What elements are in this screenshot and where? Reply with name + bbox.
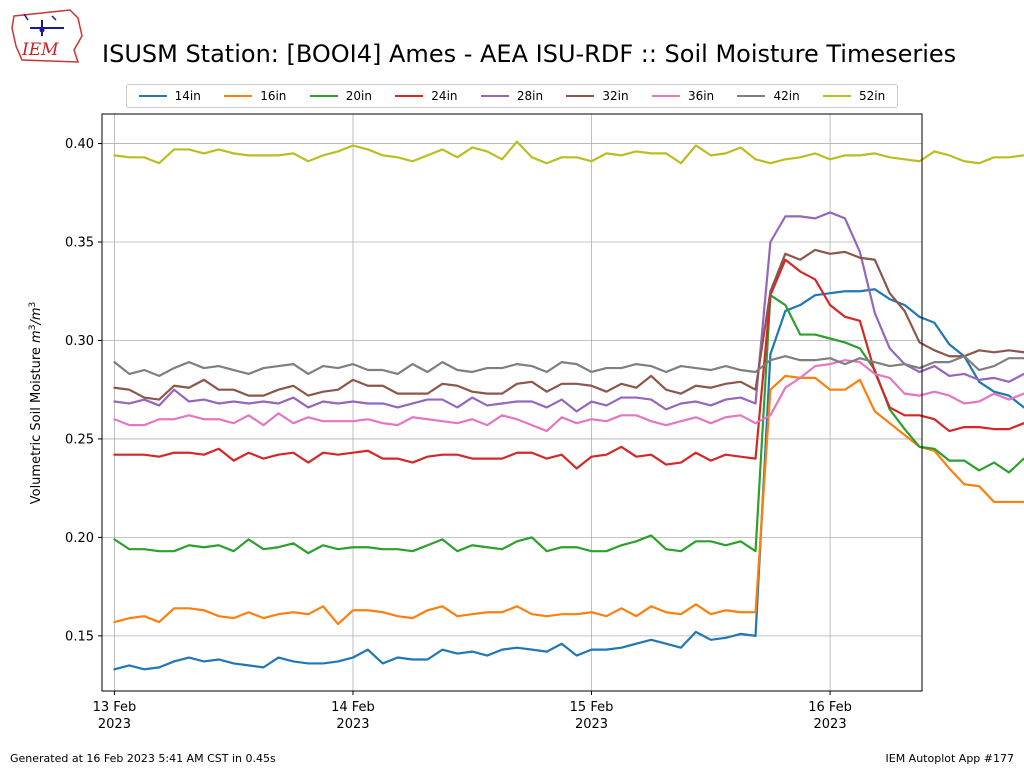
y-axis-label-sep: /	[29, 320, 45, 325]
series-line-20in	[113, 294, 1024, 555]
legend-swatch	[138, 95, 167, 97]
series-line-28in	[113, 211, 1024, 413]
legend-swatch	[480, 95, 509, 97]
legend-label: 36in	[687, 89, 715, 103]
legend-swatch	[651, 95, 680, 97]
x-tick-year-3: 2023	[814, 717, 847, 732]
x-tick-label-1: 14 Feb	[331, 700, 375, 715]
series-line-52in	[113, 140, 1024, 165]
series-line-14in	[113, 288, 1024, 671]
legend-item-14in: 14in	[138, 89, 201, 103]
legend-item-16in: 16in	[224, 89, 286, 103]
y-axis-label-unit: m	[29, 330, 45, 343]
legend-item-20in: 20in	[309, 89, 372, 103]
x-tick-label-0: 13 Feb	[93, 700, 137, 715]
y-tick-label-5: 0.40	[65, 137, 94, 152]
y-axis-label-unit2: m	[29, 307, 45, 321]
plot-frame	[101, 113, 923, 692]
legend: 14in 16in 20in 24in 28in 32in 36in 42in 52in	[126, 84, 898, 108]
legend-item-52in: 52in	[823, 89, 885, 103]
legend-label: 14in	[174, 89, 201, 103]
series-line-24in	[113, 258, 1024, 470]
legend-swatch	[395, 95, 424, 97]
legend-swatch	[823, 95, 852, 97]
iem-logo-text: IEM	[21, 40, 59, 60]
series-line-32in	[113, 248, 1024, 401]
legend-label: 32in	[602, 89, 629, 103]
legend-label: 24in	[431, 89, 458, 103]
y-tick-label-0: 0.15	[65, 629, 94, 644]
iem-logo: IEM	[11, 9, 83, 63]
y-axis-label-exp: 3	[27, 324, 38, 331]
y-axis-label-main: Volumetric Soil Moisture	[29, 342, 45, 505]
generated-timestamp: Generated at 16 Feb 2023 5:41 AM CST in …	[10, 752, 276, 765]
legend-swatch	[309, 95, 338, 97]
legend-label: 28in	[516, 89, 544, 103]
legend-label: 42in	[773, 89, 800, 103]
legend-label: 20in	[345, 89, 372, 103]
y-tick-label-4: 0.35	[65, 236, 94, 251]
legend-item-36in: 36in	[651, 89, 715, 103]
legend-item-42in: 42in	[737, 89, 800, 103]
y-axis-label: Volumetric Soil Moisture m3/m3	[28, 302, 44, 505]
x-tick-year-2: 2023	[575, 717, 608, 732]
series-line-42in	[113, 355, 1024, 378]
x-tick-label-3: 16 Feb	[808, 700, 852, 715]
y-tick-label-1: 0.20	[65, 531, 94, 546]
series-line-16in	[113, 374, 1024, 626]
legend-swatch	[224, 95, 253, 97]
y-tick-label-3: 0.30	[65, 334, 94, 349]
y-axis-label-exp2: 3	[27, 301, 38, 308]
legend-label: 52in	[859, 89, 886, 103]
app-label: IEM Autoplot App #177	[885, 752, 1015, 765]
x-tick-year-1: 2023	[336, 717, 369, 732]
x-tick-year-0: 2023	[98, 717, 131, 732]
legend-item-28in: 28in	[480, 89, 544, 103]
legend-swatch	[737, 95, 766, 97]
legend-label: 16in	[260, 89, 287, 103]
legend-item-24in: 24in	[395, 89, 458, 103]
y-tick-label-2: 0.25	[65, 432, 94, 447]
legend-item-32in: 32in	[566, 89, 629, 103]
legend-swatch	[566, 95, 595, 97]
chart-title: ISUSM Station: [BOOI4] Ames - AEA ISU-RD…	[102, 40, 957, 68]
series-line-36in	[113, 359, 1024, 433]
x-tick-label-2: 15 Feb	[570, 700, 614, 715]
